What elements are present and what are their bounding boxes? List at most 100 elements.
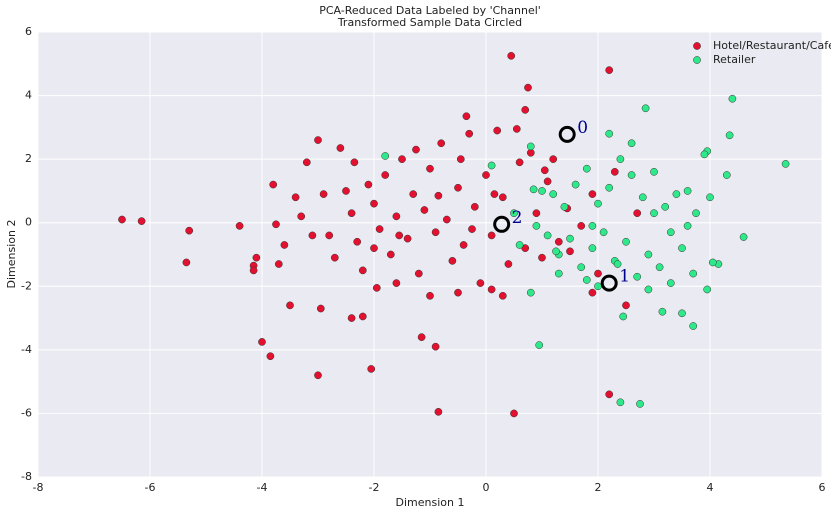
point — [414, 269, 423, 278]
point — [512, 125, 521, 133]
point — [364, 180, 373, 189]
point — [605, 183, 614, 192]
point — [381, 171, 390, 179]
point — [498, 291, 507, 300]
point — [678, 244, 686, 252]
point — [459, 241, 468, 249]
x-tick-label: -6 — [145, 481, 156, 494]
point — [487, 231, 496, 240]
x-tick-label: -2 — [369, 481, 380, 494]
sample-label: 2 — [512, 208, 523, 228]
point — [468, 225, 476, 233]
point — [258, 338, 266, 346]
x-tick-label: 2 — [595, 481, 602, 494]
point — [456, 155, 465, 163]
point — [358, 312, 367, 321]
point — [235, 222, 244, 230]
point — [627, 139, 636, 148]
point — [182, 258, 191, 267]
point — [633, 209, 642, 218]
y-tick-label: 6 — [25, 25, 32, 38]
point — [465, 129, 474, 138]
point — [594, 282, 602, 291]
point — [588, 190, 597, 198]
point — [330, 253, 339, 262]
point — [266, 352, 275, 361]
sample-label: 0 — [577, 118, 588, 138]
point — [781, 160, 790, 168]
point — [482, 171, 490, 179]
sample-circle — [600, 274, 618, 292]
point — [392, 212, 401, 221]
point — [627, 171, 636, 179]
x-tick-label: -4 — [257, 481, 268, 494]
point — [599, 228, 608, 237]
point — [594, 199, 602, 208]
point — [370, 244, 378, 252]
point — [661, 202, 670, 211]
point — [588, 288, 597, 297]
point — [347, 314, 356, 322]
point — [689, 269, 698, 278]
point — [540, 166, 549, 175]
point — [644, 250, 653, 259]
point — [316, 304, 325, 313]
point — [515, 158, 524, 167]
point — [644, 285, 653, 294]
point — [571, 180, 580, 189]
point — [118, 215, 126, 224]
point — [554, 237, 563, 246]
point — [381, 152, 390, 160]
point — [549, 190, 558, 198]
point — [314, 136, 322, 144]
point — [622, 237, 630, 246]
point — [641, 104, 650, 113]
point — [431, 228, 440, 237]
point — [594, 269, 602, 278]
point — [353, 237, 362, 246]
point — [552, 247, 560, 256]
point — [549, 155, 558, 163]
point — [412, 145, 420, 154]
x-tick-label: 4 — [707, 481, 714, 494]
point — [666, 279, 675, 287]
legend-marker — [693, 42, 701, 50]
legend-marker — [693, 56, 701, 64]
point — [566, 247, 574, 256]
point — [137, 217, 146, 225]
legend-label: Retailer — [713, 53, 756, 66]
point — [448, 257, 457, 265]
point — [703, 285, 712, 294]
point — [692, 209, 700, 218]
point — [638, 193, 647, 202]
point — [543, 231, 552, 240]
point — [515, 241, 524, 249]
chart-title: PCA-Reduced Data Labeled by 'Channel' — [319, 4, 541, 17]
point — [291, 193, 300, 202]
point — [454, 183, 462, 192]
point — [655, 263, 664, 272]
point — [252, 253, 261, 262]
point — [498, 193, 507, 202]
point — [370, 199, 378, 208]
point — [487, 161, 496, 170]
point — [336, 144, 345, 152]
point — [543, 177, 552, 186]
y-tick-label: -4 — [21, 343, 32, 356]
legend-label: Hotel/Restaurant/Cafe — [713, 39, 831, 52]
y-tick-label: -8 — [21, 470, 32, 483]
point — [526, 288, 535, 297]
point — [739, 233, 748, 241]
point — [426, 291, 434, 300]
point — [350, 158, 359, 167]
point — [678, 309, 686, 318]
point — [375, 225, 384, 233]
point — [529, 185, 538, 194]
point — [487, 285, 496, 294]
x-tick-label: 0 — [483, 481, 490, 494]
point — [367, 365, 376, 373]
y-tick-label: 4 — [25, 89, 32, 102]
y-tick-label: 2 — [25, 152, 32, 165]
point — [510, 209, 518, 218]
point — [372, 284, 381, 292]
